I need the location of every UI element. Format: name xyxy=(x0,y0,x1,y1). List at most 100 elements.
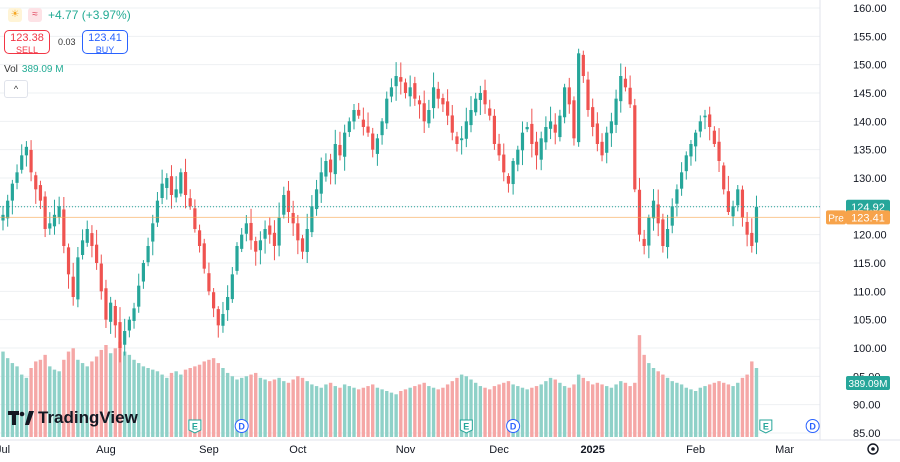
candle-body[interactable] xyxy=(609,121,613,134)
candlesticks[interactable] xyxy=(1,48,759,363)
pre-market-tag[interactable] xyxy=(826,210,846,225)
candle-body[interactable] xyxy=(48,223,52,229)
candle-body[interactable] xyxy=(656,204,660,224)
candle-body[interactable] xyxy=(249,222,253,241)
candle-body[interactable] xyxy=(539,138,543,160)
candle-body[interactable] xyxy=(29,149,33,173)
candle-body[interactable] xyxy=(619,76,623,102)
candle-body[interactable] xyxy=(371,133,375,150)
candle-body[interactable] xyxy=(399,77,403,82)
candle-body[interactable] xyxy=(530,123,534,144)
candle-body[interactable] xyxy=(726,191,730,212)
price-axis[interactable]: 160.00 155.00 150.00 145.00 140.00 135.00 130.… xyxy=(826,3,890,440)
time-axis[interactable]: Jul Aug Sep Oct Nov Dec 2025 Feb Mar xyxy=(0,443,879,456)
volume-tag[interactable] xyxy=(846,376,890,390)
candle-body[interactable] xyxy=(689,144,693,157)
candle-body[interactable] xyxy=(553,124,557,133)
candle-body[interactable] xyxy=(282,195,286,215)
candle-body[interactable] xyxy=(99,263,103,292)
candle-body[interactable] xyxy=(272,232,277,246)
candle-body[interactable] xyxy=(254,241,258,252)
candle-body[interactable] xyxy=(502,154,506,173)
candle-body[interactable] xyxy=(375,138,379,154)
candle-body[interactable] xyxy=(179,172,183,194)
candle-body[interactable] xyxy=(258,240,262,251)
pre-market-price-tag[interactable] xyxy=(846,210,890,225)
candle-body[interactable] xyxy=(708,114,712,127)
candle-body[interactable] xyxy=(109,302,113,322)
candle-body[interactable] xyxy=(614,98,618,125)
candle-body[interactable] xyxy=(141,263,145,282)
candle-body[interactable] xyxy=(127,319,131,331)
candle-body[interactable] xyxy=(43,196,47,229)
candle-body[interactable] xyxy=(71,276,75,297)
candle-body[interactable] xyxy=(389,87,394,97)
candle-body[interactable] xyxy=(212,292,216,309)
candle-body[interactable] xyxy=(637,189,642,235)
candle-body[interactable] xyxy=(670,206,674,226)
candle-body[interactable] xyxy=(366,126,370,133)
candle-body[interactable] xyxy=(268,225,272,235)
candle-body[interactable] xyxy=(591,107,595,127)
candle-body[interactable] xyxy=(567,87,571,105)
candle-body[interactable] xyxy=(244,223,248,234)
candle-body[interactable] xyxy=(380,121,384,136)
candle-body[interactable] xyxy=(202,243,206,269)
earnings-marker[interactable] xyxy=(759,419,773,434)
candle-body[interactable] xyxy=(207,273,211,292)
candle-body[interactable] xyxy=(286,190,291,212)
candle-body[interactable] xyxy=(642,238,646,246)
candle-body[interactable] xyxy=(703,115,707,118)
candle-body[interactable] xyxy=(76,257,80,300)
candle-body[interactable] xyxy=(188,198,192,207)
candle-body[interactable] xyxy=(385,98,389,124)
candle-body[interactable] xyxy=(675,189,679,204)
candle-body[interactable] xyxy=(216,309,220,326)
candle-body[interactable] xyxy=(291,212,295,224)
candle-body[interactable] xyxy=(436,88,440,99)
candle-body[interactable] xyxy=(240,234,244,249)
sell-button[interactable]: 123.38 SELL xyxy=(4,30,50,55)
candle-body[interactable] xyxy=(277,217,281,246)
candle-body[interactable] xyxy=(488,108,492,116)
earnings-marker[interactable] xyxy=(188,419,202,434)
candle-body[interactable] xyxy=(137,285,141,307)
candle-body[interactable] xyxy=(160,183,164,199)
buy-button[interactable]: 123.41 BUY xyxy=(82,30,128,55)
candle-body[interactable] xyxy=(754,206,759,243)
candle-body[interactable] xyxy=(132,308,136,321)
candle-body[interactable] xyxy=(534,141,539,156)
candle-body[interactable] xyxy=(24,146,28,156)
chevron-up-icon[interactable]: ^ xyxy=(4,80,28,98)
candle-body[interactable] xyxy=(57,206,61,218)
candle-body[interactable] xyxy=(403,82,408,93)
candle-body[interactable] xyxy=(95,244,99,263)
candle-body[interactable] xyxy=(497,143,501,156)
candle-body[interactable] xyxy=(52,214,57,227)
candle-body[interactable] xyxy=(483,90,487,105)
candle-body[interactable] xyxy=(680,172,684,189)
candle-body[interactable] xyxy=(329,159,333,173)
dividend-marker[interactable] xyxy=(234,419,249,433)
candle-body[interactable] xyxy=(441,98,445,105)
candle-body[interactable] xyxy=(34,175,38,190)
candle-body[interactable] xyxy=(464,121,468,139)
candle-body[interactable] xyxy=(750,232,754,246)
candle-body[interactable] xyxy=(665,229,670,248)
candle-body[interactable] xyxy=(408,87,412,97)
candle-body[interactable] xyxy=(357,109,361,116)
candle-body[interactable] xyxy=(595,123,599,144)
candle-body[interactable] xyxy=(230,274,234,300)
candle-body[interactable] xyxy=(169,176,174,195)
candle-body[interactable] xyxy=(20,155,24,170)
candle-body[interactable] xyxy=(343,132,347,157)
candle-body[interactable] xyxy=(431,87,436,109)
candle-body[interactable] xyxy=(698,121,702,132)
candle-body[interactable] xyxy=(492,115,496,144)
candle-body[interactable] xyxy=(600,141,604,156)
tradingview-logo[interactable]: TradingView xyxy=(8,408,138,428)
candle-body[interactable] xyxy=(684,155,688,172)
candle-body[interactable] xyxy=(62,209,66,246)
